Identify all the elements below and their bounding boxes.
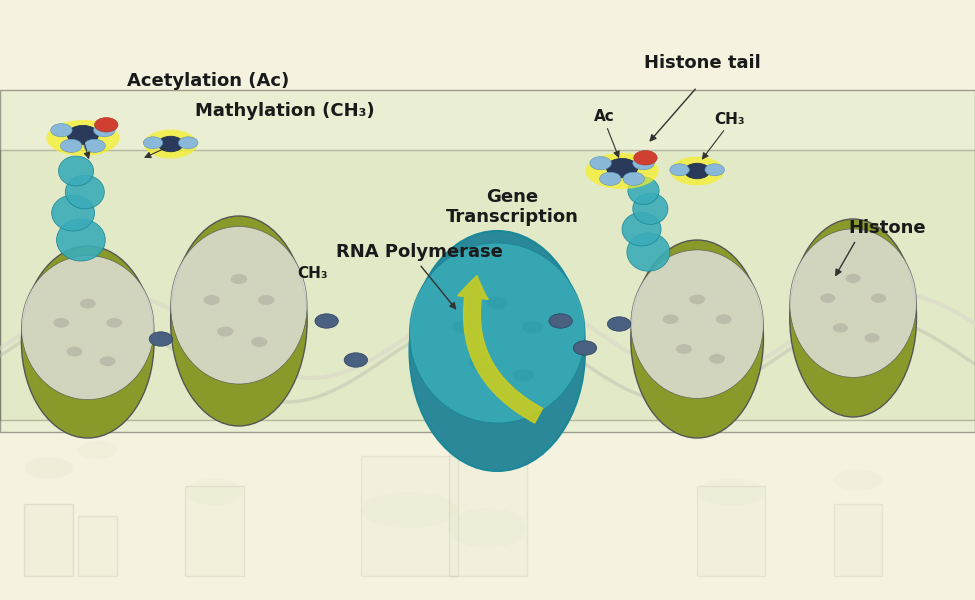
Circle shape bbox=[833, 323, 848, 332]
Ellipse shape bbox=[171, 216, 307, 426]
Circle shape bbox=[451, 320, 473, 334]
Circle shape bbox=[607, 317, 631, 331]
Text: Mathylation (CH₃): Mathylation (CH₃) bbox=[195, 102, 374, 120]
Ellipse shape bbox=[631, 240, 763, 438]
Text: Ac: Ac bbox=[594, 109, 615, 124]
Circle shape bbox=[487, 296, 508, 310]
Circle shape bbox=[315, 314, 338, 328]
Circle shape bbox=[522, 320, 543, 334]
Circle shape bbox=[513, 368, 534, 382]
Circle shape bbox=[149, 332, 173, 346]
Text: Acetylation (Ac): Acetylation (Ac) bbox=[127, 72, 289, 90]
FancyBboxPatch shape bbox=[0, 90, 975, 432]
Ellipse shape bbox=[790, 219, 916, 417]
FancyBboxPatch shape bbox=[24, 504, 73, 576]
FancyBboxPatch shape bbox=[448, 444, 526, 576]
Circle shape bbox=[258, 295, 274, 305]
Circle shape bbox=[709, 354, 725, 364]
Circle shape bbox=[871, 293, 886, 303]
FancyBboxPatch shape bbox=[361, 456, 458, 576]
Ellipse shape bbox=[671, 157, 723, 185]
Circle shape bbox=[705, 164, 724, 176]
Ellipse shape bbox=[628, 177, 659, 205]
Ellipse shape bbox=[585, 153, 659, 189]
Ellipse shape bbox=[65, 175, 104, 209]
Circle shape bbox=[158, 136, 183, 152]
Circle shape bbox=[344, 353, 368, 367]
Circle shape bbox=[469, 356, 490, 370]
Circle shape bbox=[633, 157, 654, 170]
Ellipse shape bbox=[78, 441, 117, 459]
Circle shape bbox=[54, 318, 69, 328]
FancyArrowPatch shape bbox=[458, 275, 543, 423]
Circle shape bbox=[95, 118, 118, 132]
Ellipse shape bbox=[185, 479, 244, 505]
Circle shape bbox=[252, 337, 267, 347]
Circle shape bbox=[676, 344, 692, 354]
Circle shape bbox=[820, 293, 836, 303]
Text: Histone tail: Histone tail bbox=[644, 54, 760, 72]
Circle shape bbox=[204, 295, 219, 305]
Circle shape bbox=[84, 139, 105, 152]
Text: RNA Polymerase: RNA Polymerase bbox=[336, 243, 503, 261]
Circle shape bbox=[606, 158, 638, 178]
Circle shape bbox=[217, 326, 233, 337]
Ellipse shape bbox=[631, 250, 763, 398]
Circle shape bbox=[634, 151, 657, 165]
Circle shape bbox=[865, 333, 879, 343]
FancyBboxPatch shape bbox=[697, 486, 765, 576]
Circle shape bbox=[600, 172, 621, 185]
FancyBboxPatch shape bbox=[0, 150, 975, 420]
Circle shape bbox=[106, 318, 122, 328]
Ellipse shape bbox=[633, 193, 668, 224]
Ellipse shape bbox=[57, 219, 105, 261]
Circle shape bbox=[51, 124, 72, 137]
Ellipse shape bbox=[834, 469, 882, 491]
Circle shape bbox=[60, 139, 82, 152]
Ellipse shape bbox=[24, 457, 73, 479]
Circle shape bbox=[590, 157, 611, 170]
Circle shape bbox=[66, 347, 83, 356]
Circle shape bbox=[716, 314, 731, 324]
Ellipse shape bbox=[21, 246, 154, 438]
Circle shape bbox=[684, 163, 710, 179]
Circle shape bbox=[178, 137, 198, 149]
Circle shape bbox=[549, 314, 572, 328]
Circle shape bbox=[80, 299, 96, 308]
Circle shape bbox=[573, 341, 597, 355]
Ellipse shape bbox=[410, 243, 585, 423]
Ellipse shape bbox=[47, 120, 119, 156]
Ellipse shape bbox=[627, 233, 670, 271]
Circle shape bbox=[99, 356, 116, 366]
Circle shape bbox=[663, 314, 679, 324]
Ellipse shape bbox=[144, 130, 197, 158]
Circle shape bbox=[689, 295, 705, 304]
Circle shape bbox=[143, 137, 163, 149]
Circle shape bbox=[670, 164, 689, 176]
FancyBboxPatch shape bbox=[834, 504, 882, 576]
Text: CH₃: CH₃ bbox=[297, 265, 328, 280]
FancyBboxPatch shape bbox=[185, 486, 244, 576]
Ellipse shape bbox=[448, 508, 526, 548]
Ellipse shape bbox=[790, 229, 916, 377]
Text: Histone: Histone bbox=[848, 219, 926, 237]
Ellipse shape bbox=[622, 212, 661, 246]
Ellipse shape bbox=[171, 226, 307, 384]
Circle shape bbox=[231, 274, 247, 284]
Ellipse shape bbox=[58, 156, 94, 186]
Text: CH₃: CH₃ bbox=[714, 113, 745, 127]
Ellipse shape bbox=[361, 492, 458, 528]
Circle shape bbox=[845, 274, 861, 283]
Ellipse shape bbox=[52, 195, 95, 231]
Text: Gene
Transcription: Gene Transcription bbox=[446, 188, 578, 226]
Circle shape bbox=[67, 125, 98, 145]
Ellipse shape bbox=[697, 479, 765, 505]
Circle shape bbox=[94, 124, 115, 137]
Circle shape bbox=[623, 172, 644, 185]
FancyBboxPatch shape bbox=[78, 516, 117, 576]
Ellipse shape bbox=[21, 256, 154, 400]
Ellipse shape bbox=[410, 231, 585, 471]
